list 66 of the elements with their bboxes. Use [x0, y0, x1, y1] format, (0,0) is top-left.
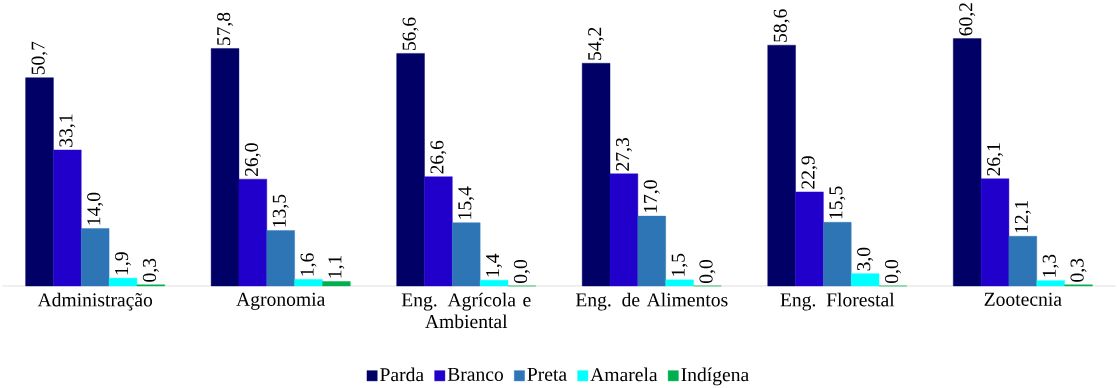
data-label: 12,1	[1014, 200, 1031, 233]
legend-label: Indígena	[681, 367, 749, 386]
bar	[767, 44, 796, 287]
data-label: 58,6	[773, 9, 790, 42]
data-label: 0,0	[513, 259, 530, 283]
bar	[1008, 235, 1037, 287]
bar	[396, 53, 425, 287]
data-label: 13,5	[272, 194, 289, 227]
bar	[1036, 280, 1065, 287]
bar	[581, 62, 611, 287]
data-label: 1,1	[328, 255, 345, 278]
bar	[238, 178, 267, 287]
bar	[322, 281, 351, 287]
data-label: 22,9	[801, 156, 818, 189]
bar	[108, 277, 138, 287]
bar	[980, 178, 1010, 287]
data-label: 0,0	[699, 259, 716, 283]
legend-label: Branco	[447, 367, 504, 381]
data-label: 50,7	[31, 41, 48, 75]
data-label: 0,3	[1070, 258, 1087, 282]
bar	[665, 279, 694, 287]
data-label: 33,1	[59, 114, 76, 147]
data-label: 15,4	[458, 186, 475, 219]
bar	[953, 38, 982, 287]
data-label: 1,4	[486, 253, 503, 277]
data-label: 54,2	[588, 27, 605, 60]
bar	[266, 230, 295, 287]
data-label: 1,5	[671, 253, 688, 276]
x-tick-label: Eng. Agrícola e Ambiental	[401, 292, 531, 329]
bar	[53, 149, 82, 287]
data-label: 56,6	[402, 17, 419, 50]
x-tick-label: Eng. Florestal	[780, 292, 895, 311]
bar	[81, 228, 110, 287]
x-tick-label: Eng. de Alimentos	[575, 292, 728, 311]
data-label: 27,3	[615, 137, 632, 171]
bar	[851, 273, 880, 287]
bar	[609, 173, 639, 287]
bar	[424, 176, 453, 287]
data-label: 0,0	[884, 259, 901, 283]
x-tick-label: Agronomia	[236, 292, 326, 310]
data-label: 26,0	[244, 143, 261, 176]
data-label: 14,0	[87, 192, 104, 225]
data-label: 57,8	[217, 12, 234, 45]
data-label: 60,2	[959, 3, 976, 36]
bar	[25, 77, 54, 287]
data-label: 15,5	[829, 186, 846, 219]
x-tick-label: Administração	[37, 292, 153, 311]
bar	[452, 222, 481, 287]
data-label: 1,6	[300, 253, 317, 276]
bar	[795, 191, 824, 287]
data-label: 1,3	[1042, 254, 1059, 277]
data-label: 26,1	[987, 143, 1003, 176]
data-label: 1,9	[115, 252, 131, 275]
bar	[479, 279, 509, 287]
bar	[294, 279, 323, 287]
data-label: 17,0	[643, 180, 660, 213]
data-label: 0,3	[142, 258, 159, 282]
x-tick-label: Zootecnia	[984, 292, 1062, 306]
bar	[823, 222, 852, 287]
data-label: 26,6	[430, 140, 447, 174]
data-label: 3,0	[857, 247, 874, 271]
legend-label: Amarela	[590, 367, 658, 382]
legend-label: Parda	[380, 367, 424, 382]
bar	[210, 48, 240, 287]
bar	[637, 215, 666, 287]
legend-label: Preta	[527, 367, 567, 381]
